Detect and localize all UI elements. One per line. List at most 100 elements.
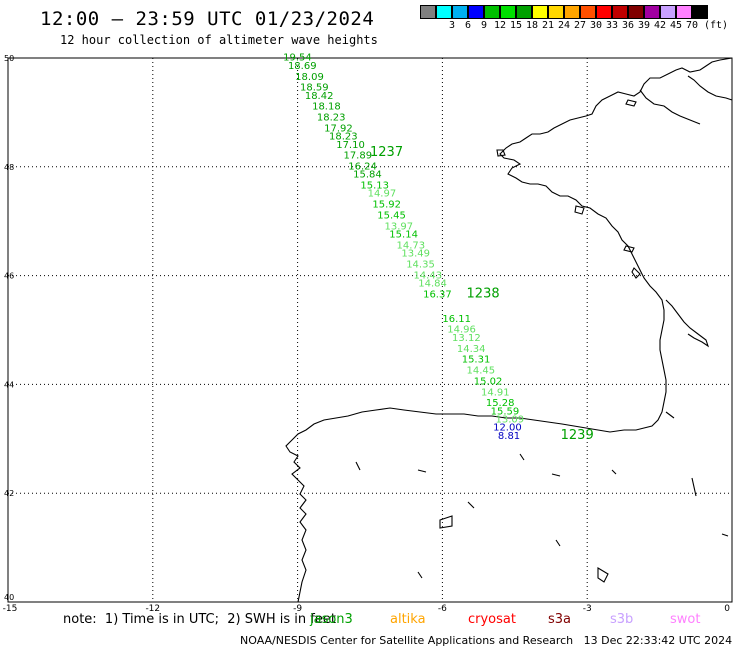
- lon-tick-label: 0: [724, 604, 730, 614]
- color-legend: 3 6 9 12 15 18 21 24 27 30 33 36 39 42 45 70 (ft): [420, 5, 740, 33]
- legend-label: 42: [653, 20, 667, 31]
- swh-reading: 15.14: [389, 230, 418, 241]
- legend-label: 70: [685, 20, 699, 31]
- legend-swatch: [500, 5, 516, 19]
- swh-reading: 15.84: [353, 170, 382, 181]
- latitude-tick-labels: 50 48 46 44 42 40: [4, 54, 14, 602]
- pass-time-label: 1239: [561, 428, 594, 443]
- legend-swatch: [452, 5, 468, 19]
- swh-reading: 14.91: [481, 387, 510, 398]
- island-oleron: [631, 267, 641, 279]
- legend-swatch: [516, 5, 532, 19]
- legend-label: 3: [448, 20, 456, 31]
- channel-island: [625, 99, 637, 107]
- legend-unit: (ft): [703, 20, 729, 31]
- lat-tick-label: 50: [4, 54, 14, 63]
- legend-swatch: [692, 5, 708, 19]
- legend-swatch: [484, 5, 500, 19]
- legend-swatch: [436, 5, 452, 19]
- swh-reading: 15.92: [372, 200, 401, 211]
- legend-swatch: [660, 5, 676, 19]
- legend-swatch: [532, 5, 548, 19]
- satellite-label-altika: altika: [390, 612, 426, 627]
- swh-reading: 18.18: [312, 102, 341, 113]
- satellite-label-cryosat: cryosat: [468, 612, 516, 627]
- swh-reading: 14.35: [406, 259, 435, 270]
- legend-swatch: [564, 5, 580, 19]
- swh-reading: 14.73: [397, 240, 426, 251]
- legend-label: 18: [525, 20, 539, 31]
- island-ushant: [496, 149, 506, 157]
- inland-marks: [355, 411, 729, 579]
- pass-time-labels: 1237 1238 1239: [370, 145, 594, 443]
- legend-label: 33: [605, 20, 619, 31]
- longitude-tick-labels: -15 -12 -9 -6 -3 0: [3, 604, 731, 614]
- legend-label: 6: [464, 20, 472, 31]
- biscay-inlet: [665, 299, 710, 348]
- swh-reading: 14.43: [413, 270, 442, 281]
- legend-swatch: [420, 5, 436, 19]
- legend-label: 39: [637, 20, 651, 31]
- swh-reading: 18.23: [329, 132, 358, 143]
- swh-reading: 18.59: [300, 83, 329, 94]
- lat-tick-label: 40: [4, 593, 14, 602]
- legend-swatch: [612, 5, 628, 19]
- inland-lake-1: [439, 515, 453, 529]
- legend-label: 30: [589, 20, 603, 31]
- swh-reading: 15.13: [360, 181, 389, 192]
- swh-reading: 18.42: [305, 91, 334, 102]
- lon-tick-label: -3: [583, 604, 592, 614]
- lon-tick-label: -9: [293, 604, 302, 614]
- lat-tick-label: 42: [4, 489, 14, 498]
- lat-tick-label: 46: [4, 272, 14, 281]
- credit-line: NOAA/NESDIS Center for Satellite Applica…: [240, 634, 733, 647]
- pass-time-label: 1238: [467, 286, 500, 301]
- swh-reading: 16.11: [442, 314, 471, 325]
- lat-tick-label: 48: [4, 163, 14, 172]
- brittany-coast: [499, 57, 733, 431]
- cantabrian-coast: [285, 407, 625, 603]
- legend-label: 21: [541, 20, 555, 31]
- swh-reading: 17.92: [324, 123, 353, 134]
- island-re: [623, 245, 635, 253]
- swh-reading: 14.84: [418, 278, 447, 289]
- lat-tick-label: 44: [4, 380, 14, 389]
- swh-reading: 8.81: [498, 431, 520, 442]
- island-belle: [574, 205, 585, 215]
- legend-swatch: [468, 5, 484, 19]
- legend-swatch: [548, 5, 564, 19]
- swh-reading: 13.09: [495, 414, 524, 425]
- swh-reading: 17.89: [343, 151, 372, 162]
- satellite-label-s3b: s3b: [610, 612, 634, 627]
- swh-reading: 12.00: [493, 423, 522, 434]
- legend-swatch: [676, 5, 692, 19]
- satellite-label-s3a: s3a: [548, 612, 572, 627]
- footer-note: note: 1) Time is in UTC; 2) SWH is in fe…: [63, 612, 336, 627]
- legend-label: 12: [493, 20, 507, 31]
- swh-reading: 15.31: [462, 355, 491, 366]
- swh-reading: 19.54: [283, 53, 312, 64]
- page-title: 12:00 – 23:59 UTC 01/23/2024: [40, 8, 375, 30]
- swh-reading: 14.34: [457, 344, 486, 355]
- altimeter-track: 19.5418.6918.0918.5918.4218.1818.2317.92…: [283, 53, 524, 442]
- legend-label: 36: [621, 20, 635, 31]
- swh-reading: 15.28: [486, 398, 515, 409]
- legend-label: 45: [669, 20, 683, 31]
- legend-swatch: [644, 5, 660, 19]
- legend-label: 27: [573, 20, 587, 31]
- north-france-coast: [639, 75, 733, 125]
- legend-label: 15: [509, 20, 523, 31]
- swh-reading: 13.12: [452, 333, 481, 344]
- lon-tick-label: -6: [438, 604, 447, 614]
- coastline: [285, 57, 733, 603]
- swh-reading: 13.49: [401, 249, 430, 260]
- satellite-label-jason3: jason3: [310, 612, 353, 627]
- swh-reading: 16.37: [423, 289, 452, 300]
- legend-label: 9: [480, 20, 488, 31]
- legend-label: 24: [557, 20, 571, 31]
- legend-swatch: [628, 5, 644, 19]
- satellite-label-swot: swot: [670, 612, 701, 627]
- legend-swatch: [596, 5, 612, 19]
- swh-reading: 18.09: [295, 72, 324, 83]
